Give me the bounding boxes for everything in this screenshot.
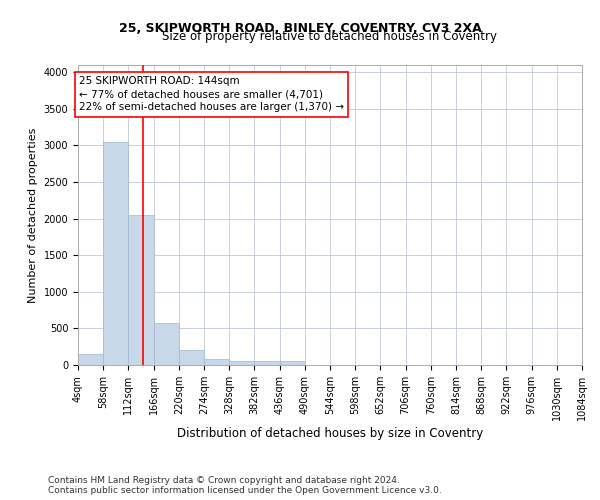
Bar <box>78 354 103 365</box>
Text: 25, SKIPWORTH ROAD, BINLEY, COVENTRY, CV3 2XA: 25, SKIPWORTH ROAD, BINLEY, COVENTRY, CV… <box>119 22 481 36</box>
Y-axis label: Number of detached properties: Number of detached properties <box>28 128 38 302</box>
Title: Size of property relative to detached houses in Coventry: Size of property relative to detached ho… <box>163 30 497 43</box>
Bar <box>128 215 154 365</box>
Bar <box>154 323 179 365</box>
Bar <box>204 359 229 365</box>
Bar <box>254 361 280 365</box>
X-axis label: Distribution of detached houses by size in Coventry: Distribution of detached houses by size … <box>177 427 483 440</box>
Bar <box>179 350 204 365</box>
Text: Contains HM Land Registry data © Crown copyright and database right 2024.
Contai: Contains HM Land Registry data © Crown c… <box>48 476 442 495</box>
Text: 25 SKIPWORTH ROAD: 144sqm
← 77% of detached houses are smaller (4,701)
22% of se: 25 SKIPWORTH ROAD: 144sqm ← 77% of detac… <box>79 76 344 112</box>
Bar <box>280 362 305 365</box>
Bar <box>103 142 128 365</box>
Bar <box>229 360 254 365</box>
